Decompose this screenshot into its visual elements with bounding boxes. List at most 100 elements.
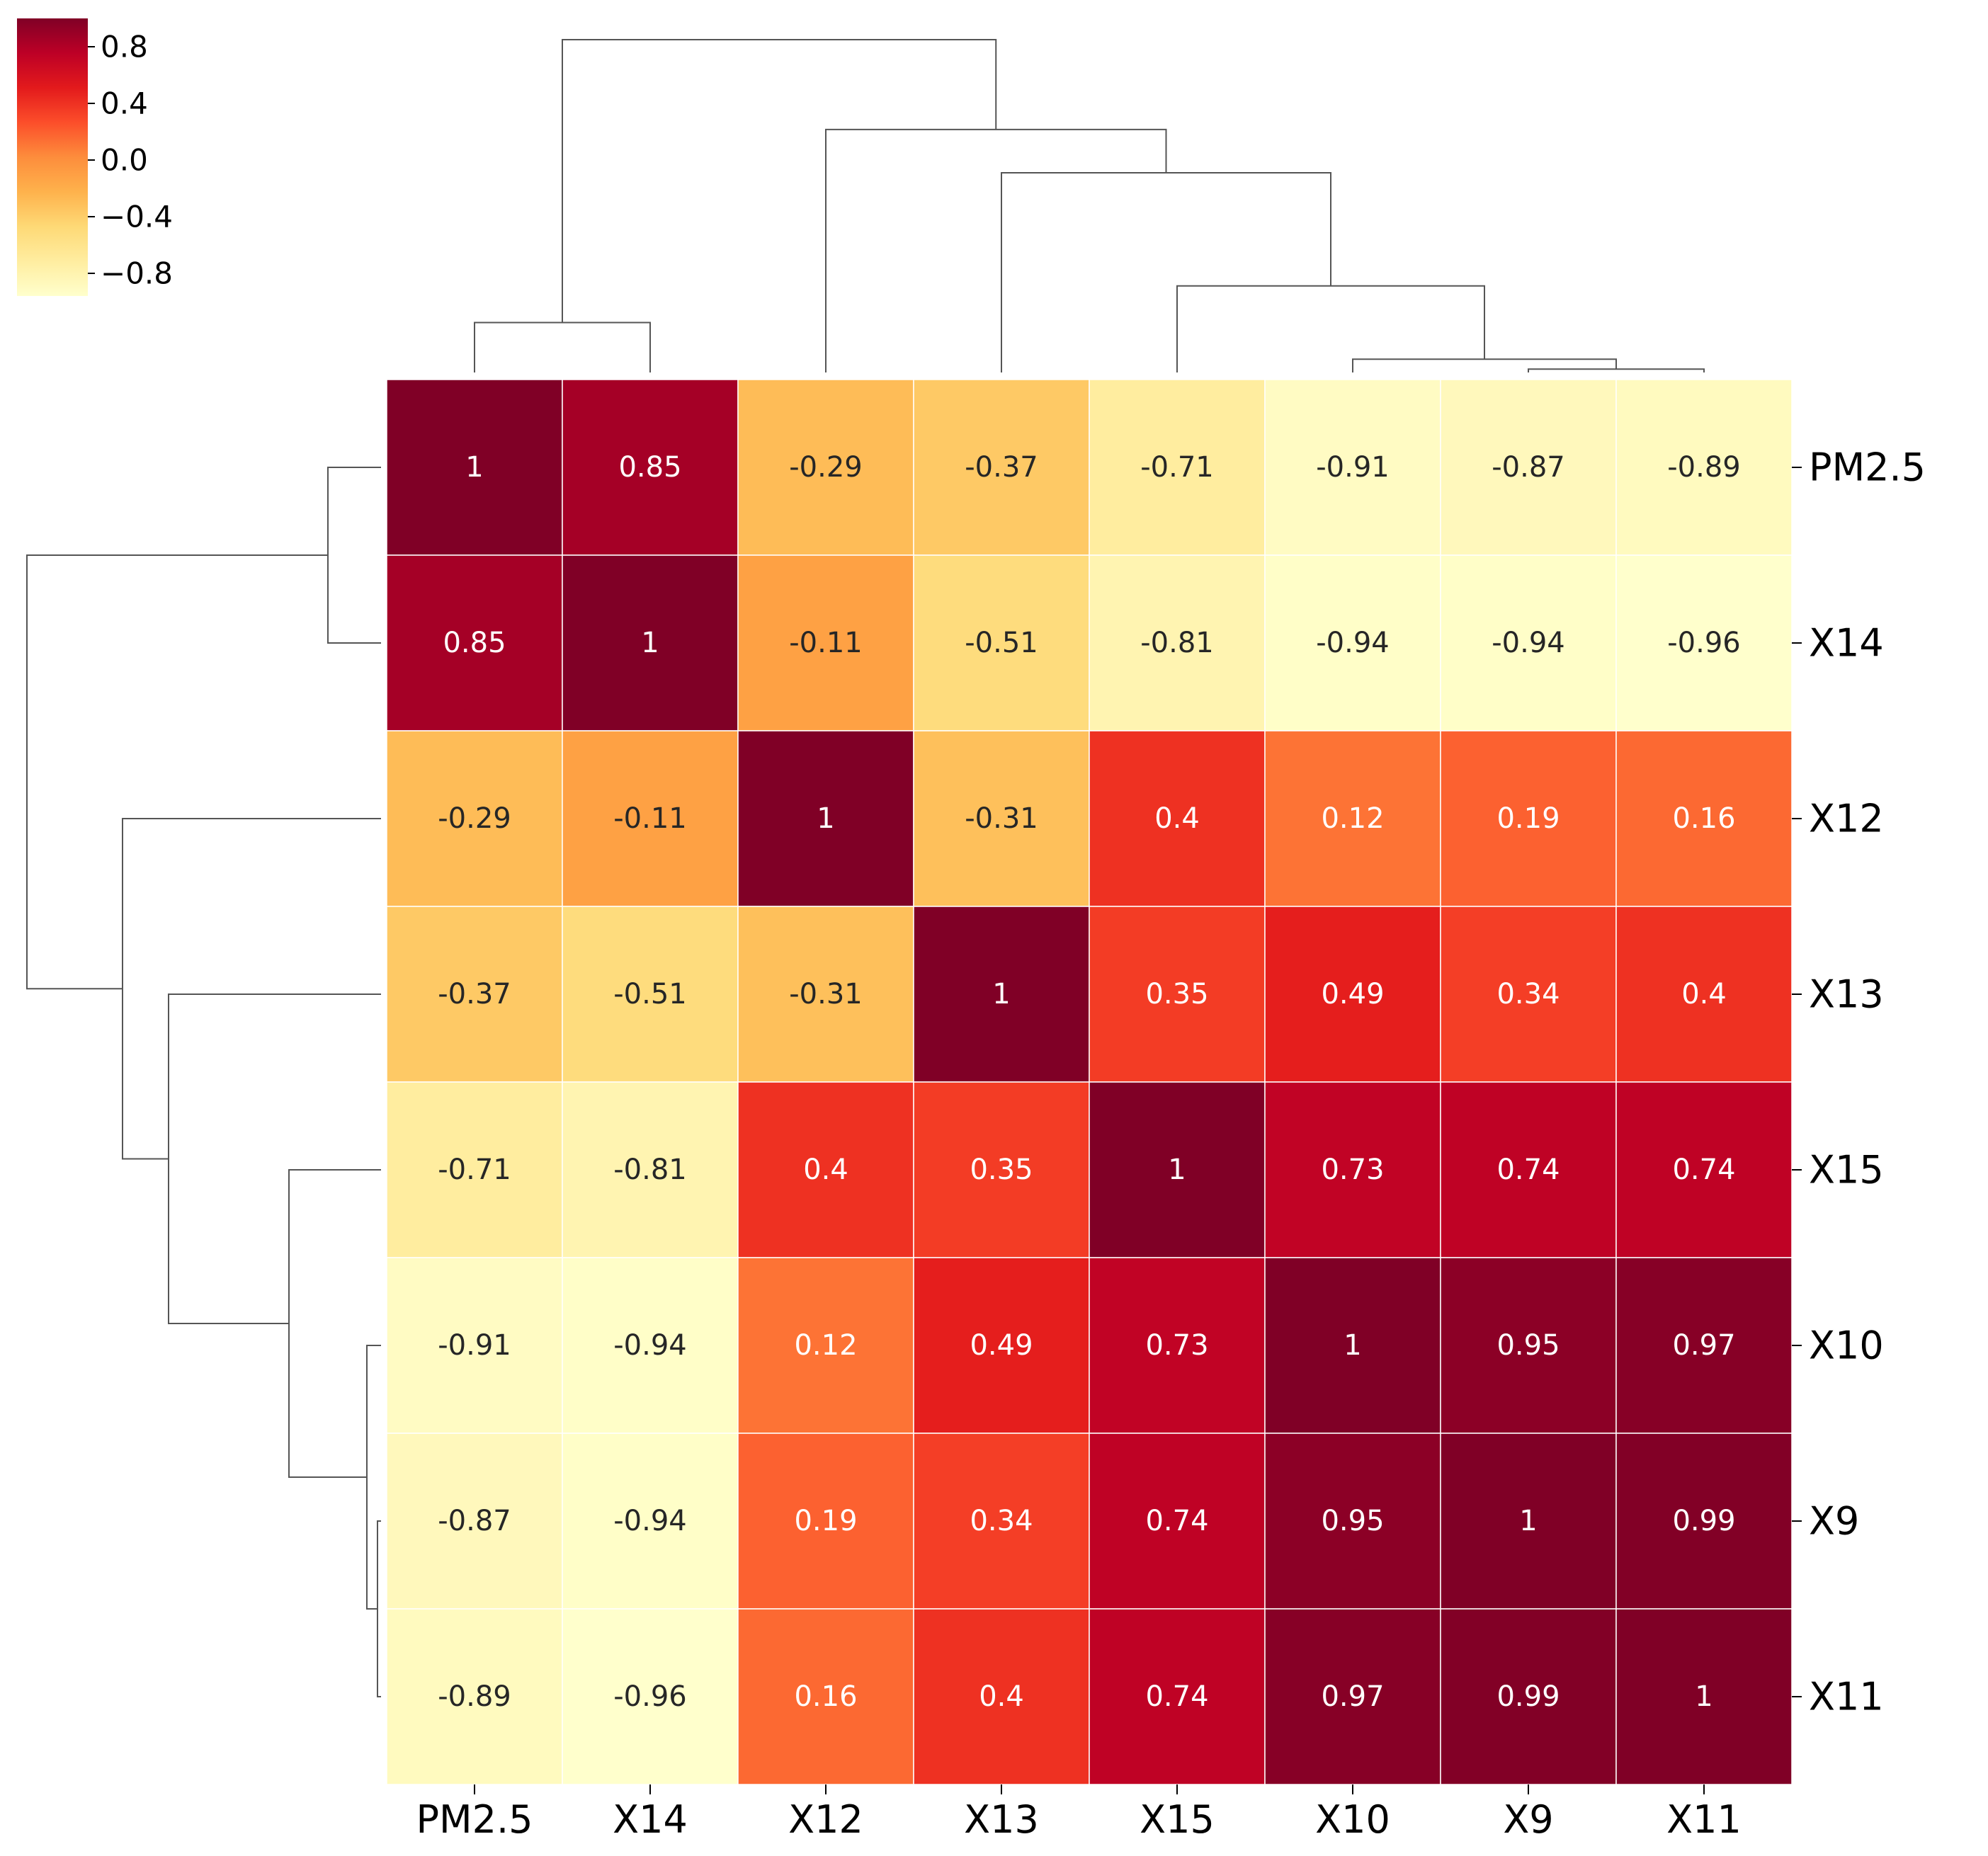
cell-value-label: 1 xyxy=(1695,1680,1712,1713)
dendrogram-link xyxy=(562,39,997,323)
heatmap-cell xyxy=(1264,1433,1441,1610)
cell-value-label: 0.4 xyxy=(979,1680,1024,1713)
column-label: PM2.5 xyxy=(416,1797,533,1842)
cell-value-label: -0.87 xyxy=(438,1505,511,1537)
dendrogram-link xyxy=(825,128,1167,372)
cell-value-label: -0.37 xyxy=(965,451,1038,484)
heatmap-cell xyxy=(737,379,914,556)
heatmap-cell xyxy=(913,1081,1090,1258)
dendrogram-link xyxy=(474,321,651,372)
cell-value-label: -0.29 xyxy=(789,451,863,484)
cell-value-label: 0.49 xyxy=(1321,978,1384,1010)
heatmap-cell xyxy=(1615,379,1793,556)
dendrogram-link xyxy=(327,467,381,644)
cell-value-label: 0.97 xyxy=(1672,1329,1735,1362)
column-label: X12 xyxy=(788,1797,863,1842)
cell-value-label: 0.95 xyxy=(1496,1329,1560,1362)
column-labels: PM2.5 X14 X12 X13 X15 X10 X9 X11 xyxy=(416,1784,1742,1842)
heatmap-cell xyxy=(562,554,739,731)
cell-value-label: -0.94 xyxy=(1316,627,1390,659)
colorbar: 0.8 0.4 0.0 −0.4 −0.8 xyxy=(17,18,173,296)
heatmap-cell xyxy=(1615,730,1793,907)
cell-value-label: 1 xyxy=(1344,1329,1361,1362)
colorbar-ticks: 0.8 0.4 0.0 −0.4 −0.8 xyxy=(88,30,173,291)
heatmap-cell xyxy=(913,554,1090,731)
cell-value-label: 0.73 xyxy=(1145,1329,1208,1362)
dendrogram-link xyxy=(168,994,381,1324)
heatmap-cell xyxy=(1264,906,1441,1083)
row-dendrogram xyxy=(26,467,381,1697)
heatmap-cell xyxy=(386,730,563,907)
heatmap-cell xyxy=(562,1608,739,1785)
row-label: X11 xyxy=(1809,1675,1884,1719)
cell-value-label: 0.12 xyxy=(1321,802,1384,835)
cell-value-label: -0.31 xyxy=(789,978,863,1010)
heatmap-cell xyxy=(1615,1433,1793,1610)
heatmap-cell xyxy=(1264,1608,1441,1785)
column-label: X13 xyxy=(964,1797,1039,1842)
cell-value-label: 0.19 xyxy=(794,1505,857,1537)
colorbar-tick-label: 0.8 xyxy=(101,30,148,64)
cell-value-label: 0.4 xyxy=(1681,978,1727,1010)
column-label: X15 xyxy=(1140,1797,1215,1842)
cell-value-label: -0.91 xyxy=(438,1329,511,1362)
heatmap-cell xyxy=(386,1257,563,1434)
heatmap-cell xyxy=(562,730,739,907)
cell-value-label: -0.29 xyxy=(438,802,511,835)
cell-value-label: 0.74 xyxy=(1496,1154,1560,1186)
cell-value-label: -0.89 xyxy=(438,1680,511,1713)
cell-value-label: 0.74 xyxy=(1145,1680,1208,1713)
dendrogram-link xyxy=(377,1520,381,1697)
cell-value-label: -0.91 xyxy=(1316,451,1390,484)
column-label: X10 xyxy=(1315,1797,1390,1842)
cell-value-label: 1 xyxy=(1519,1505,1537,1537)
cell-value-label: -0.71 xyxy=(1140,451,1214,484)
cell-value-label: -0.81 xyxy=(613,1154,687,1186)
row-label: X9 xyxy=(1809,1499,1859,1544)
dendrogram-link xyxy=(122,818,381,1160)
heatmap-cell xyxy=(386,1081,563,1258)
heatmap-cell xyxy=(1440,379,1617,556)
heatmap-cell xyxy=(913,1433,1090,1610)
colorbar-tick-label: −0.4 xyxy=(101,200,173,234)
heatmap-cell xyxy=(1440,906,1617,1083)
heatmap-cell xyxy=(1089,1433,1266,1610)
cell-value-label: -0.94 xyxy=(613,1505,687,1537)
cell-value-label: -0.31 xyxy=(965,802,1038,835)
heatmap-cell xyxy=(1615,1081,1793,1258)
colorbar-tick-label: 0.4 xyxy=(101,86,148,121)
cell-value-label: 1 xyxy=(817,802,834,835)
heatmap-cell xyxy=(562,1257,739,1434)
column-label: X9 xyxy=(1503,1797,1553,1842)
cell-value-label: -0.94 xyxy=(1492,627,1565,659)
cell-value-label: -0.87 xyxy=(1492,451,1565,484)
dendrogram-link xyxy=(26,554,328,990)
colorbar-gradient xyxy=(17,18,88,296)
cell-value-label: -0.37 xyxy=(438,978,511,1010)
heatmap-cell xyxy=(913,730,1090,907)
heatmap-cell xyxy=(1089,1081,1266,1258)
row-labels: PM2.5 X14 X12 X13 X15 X10 X9 X11 xyxy=(1792,445,1926,1719)
row-label: X14 xyxy=(1809,621,1884,666)
cell-value-label: -0.71 xyxy=(438,1154,511,1186)
heatmap-cell xyxy=(737,554,914,731)
column-dendrogram xyxy=(474,39,1705,372)
cell-value-label: 0.34 xyxy=(970,1505,1033,1537)
heatmap-cell xyxy=(1615,906,1793,1083)
cell-value-label: -0.81 xyxy=(1140,627,1214,659)
heatmap-cell xyxy=(1440,554,1617,731)
column-label: X11 xyxy=(1666,1797,1742,1842)
dendrogram-link xyxy=(1528,368,1705,372)
cell-value-label: 0.35 xyxy=(970,1154,1033,1186)
heatmap-cell xyxy=(1089,1257,1266,1434)
heatmap-cell xyxy=(1440,730,1617,907)
cell-value-label: 0.34 xyxy=(1496,978,1560,1010)
heatmap-cell xyxy=(1440,1081,1617,1258)
heatmap-cell xyxy=(1264,730,1441,907)
heatmap-cell xyxy=(1089,554,1266,731)
cell-value-label: 0.97 xyxy=(1321,1680,1384,1713)
cell-value-label: -0.89 xyxy=(1667,451,1741,484)
colorbar-tick-label: −0.8 xyxy=(101,256,173,291)
heatmap-cell xyxy=(913,906,1090,1083)
heatmap-cell xyxy=(1089,1608,1266,1785)
